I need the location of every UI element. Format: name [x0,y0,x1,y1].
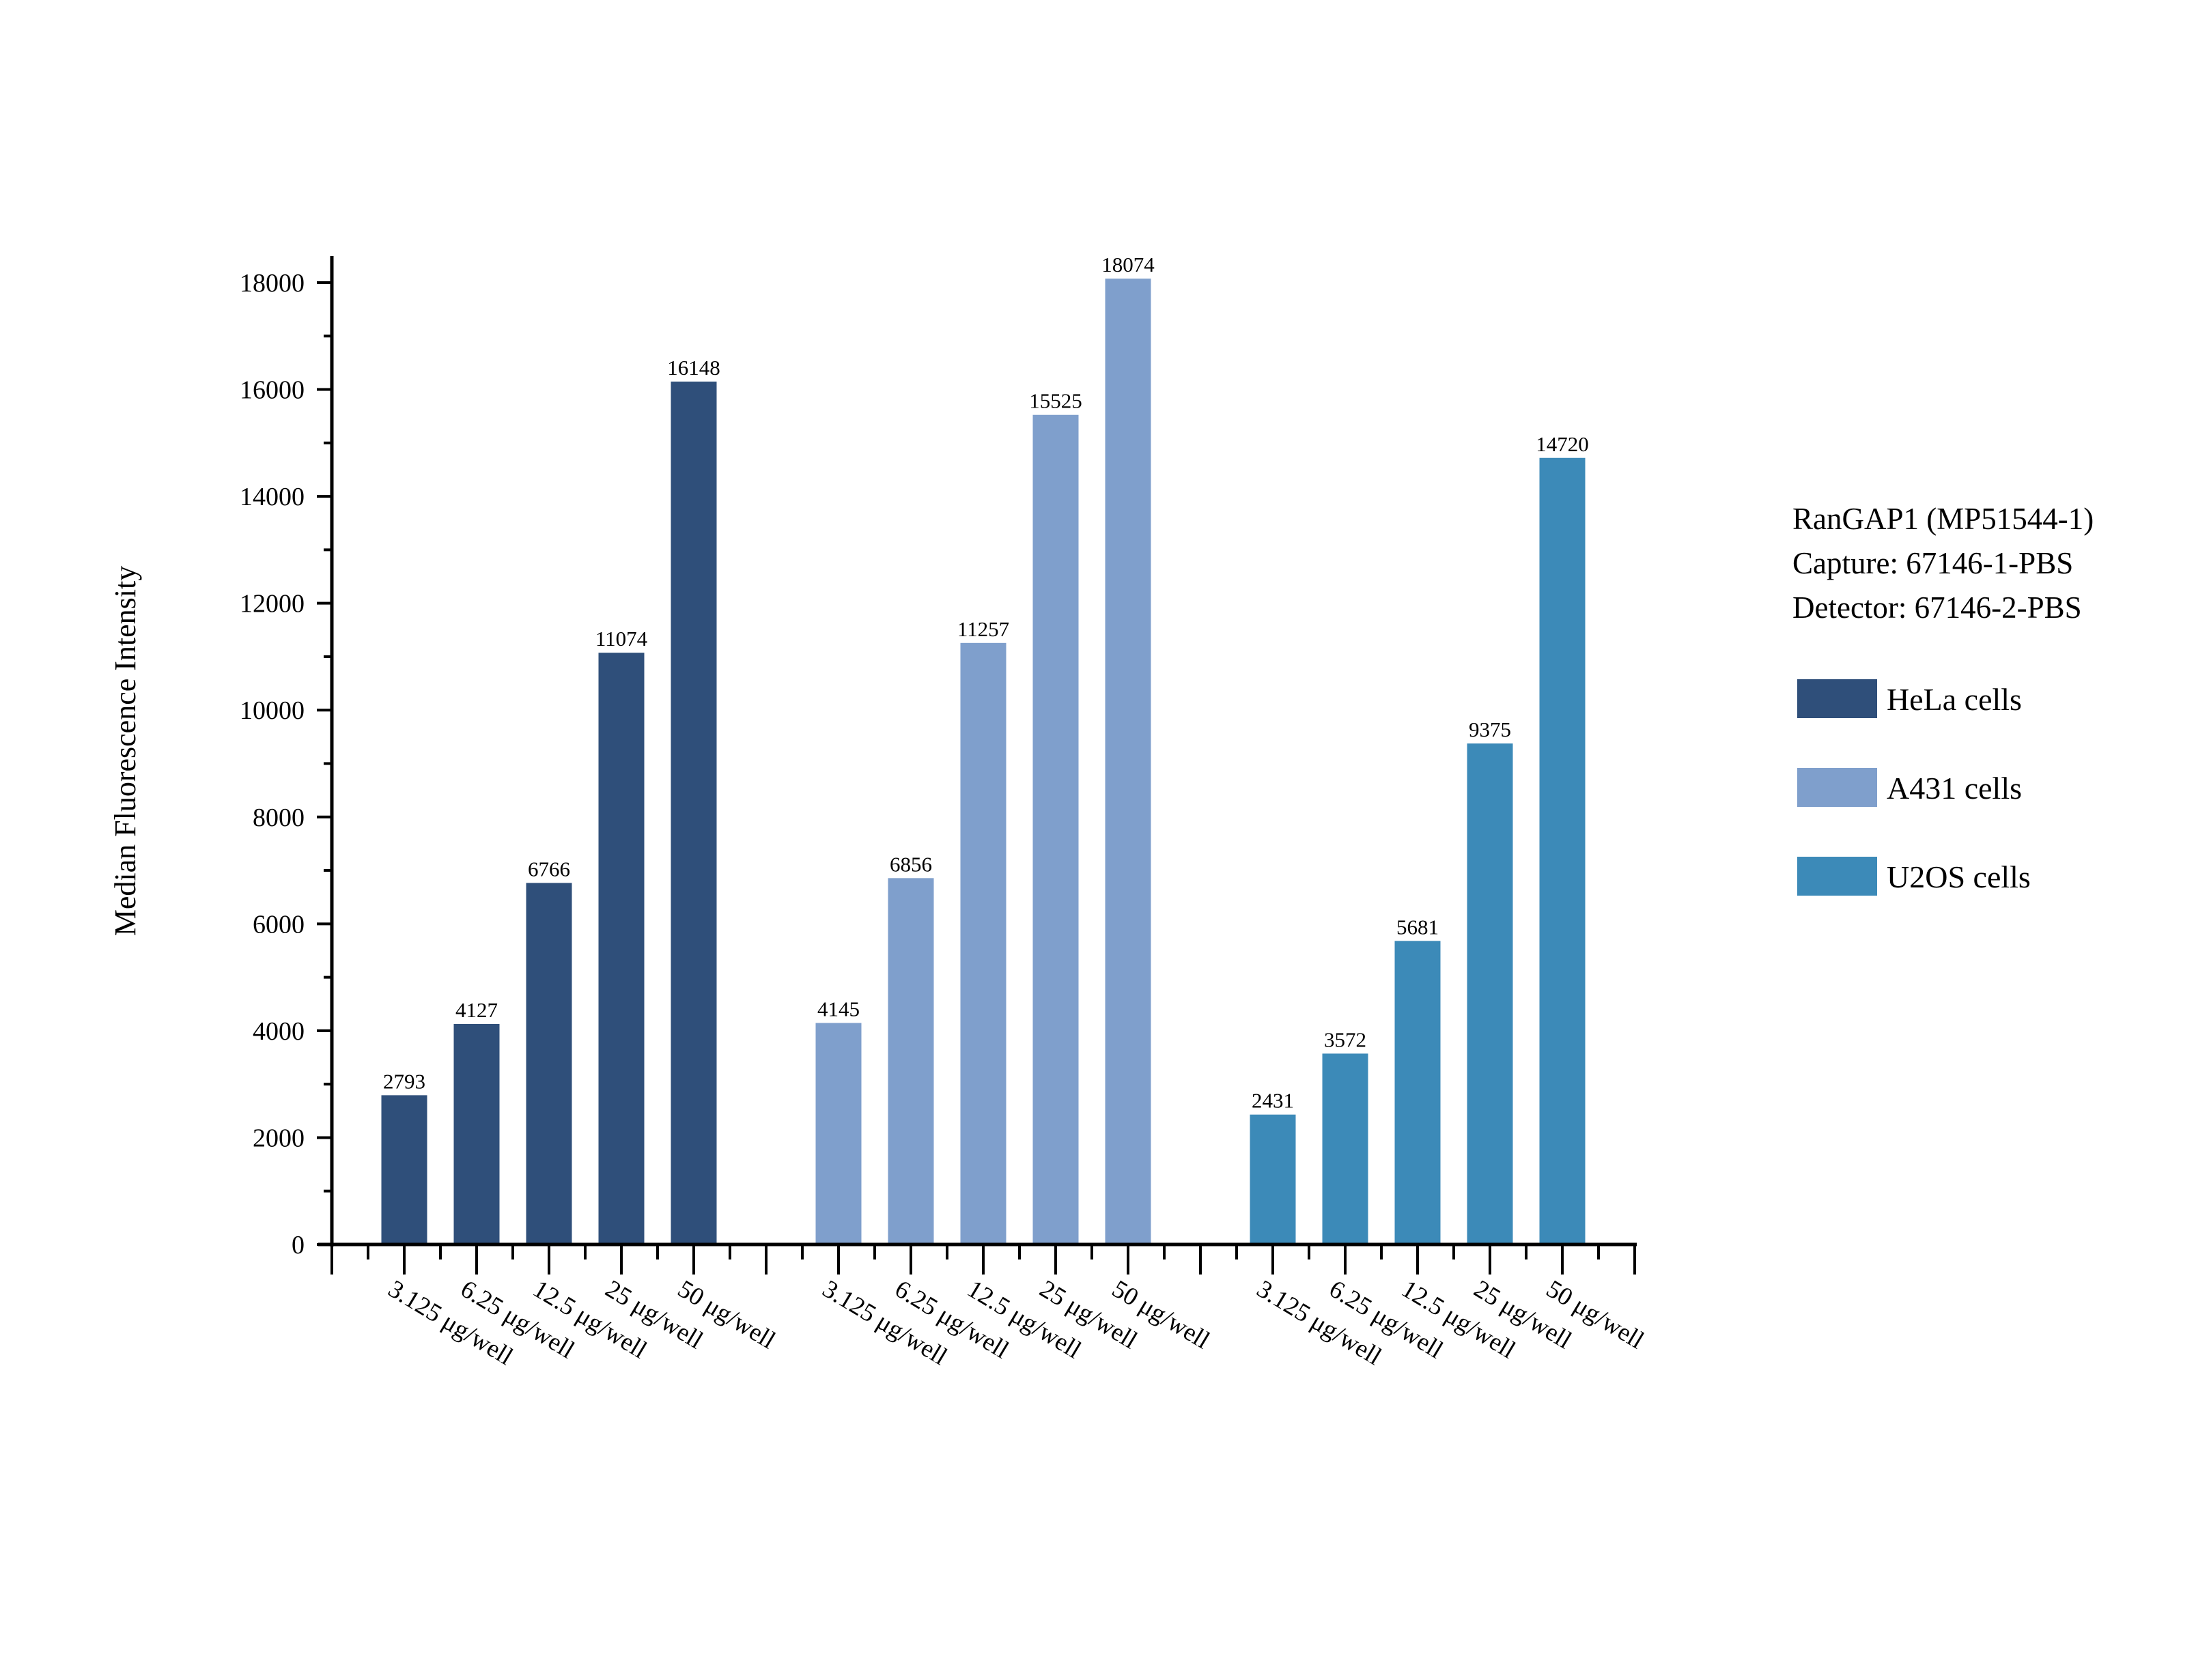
data-label: 14720 [1536,432,1589,456]
data-label: 4145 [817,997,860,1021]
bar [1250,1114,1296,1244]
bar [1394,941,1441,1244]
legend-swatch [1797,768,1877,807]
bar [1467,743,1513,1244]
bar [1032,414,1079,1244]
y-tick-label: 16000 [240,376,305,405]
legend-label: U2OS cells [1887,859,2031,894]
y-tick-label: 4000 [253,1017,305,1046]
y-tick-label: 10000 [240,696,305,725]
legend: RanGAP1 (MP51544-1) Capture: 67146-1-PBS D… [1792,502,2094,896]
bar [815,1023,862,1244]
data-label: 16148 [667,356,720,380]
bar [598,653,645,1244]
y-tick-label: 0 [292,1231,305,1259]
data-label: 2793 [383,1069,425,1093]
data-label: 15525 [1029,389,1082,413]
legend-swatch [1797,857,1877,896]
data-label: 9375 [1469,717,1511,741]
data-label: 3572 [1324,1027,1366,1051]
data-label: 5681 [1396,915,1439,939]
y-tick-label: 6000 [253,910,305,939]
bar [1539,457,1586,1244]
data-label: 4127 [455,998,498,1022]
y-tick-label: 8000 [253,803,305,832]
bar [1322,1053,1368,1244]
data-label: 2431 [1252,1089,1294,1113]
legend-title-line: Detector: 67146-2-PBS [1792,590,2082,625]
data-label: 11074 [595,627,648,651]
legend-label: HeLa cells [1887,682,2022,717]
legend-swatch [1797,679,1877,718]
bar [960,642,1006,1244]
legend-title-line: RanGAP1 (MP51544-1) [1792,502,2094,536]
bar [1105,279,1151,1244]
data-label: 18074 [1101,253,1155,276]
y-tick-label: 18000 [240,269,305,298]
legend-label: A431 cells [1887,771,2022,806]
y-axis-title: Median Fluorescence Intensity [109,566,142,937]
bar [671,381,717,1244]
axes: 0 2000 4000 6000 8000 10000 12000 14000 16000 180… [240,256,1637,1275]
legend-title-line: Capture: 67146-1-PBS [1792,546,2073,580]
bar [888,878,934,1244]
data-label: 11257 [957,617,1009,641]
y-tick-label: 14000 [240,483,305,511]
y-tick-label: 2000 [253,1124,305,1152]
data-label: 6766 [528,857,570,881]
y-tick-label: 12000 [240,590,305,618]
bar [381,1095,427,1244]
data-label: 6856 [890,852,932,876]
bar [526,883,572,1244]
bar [453,1023,500,1244]
